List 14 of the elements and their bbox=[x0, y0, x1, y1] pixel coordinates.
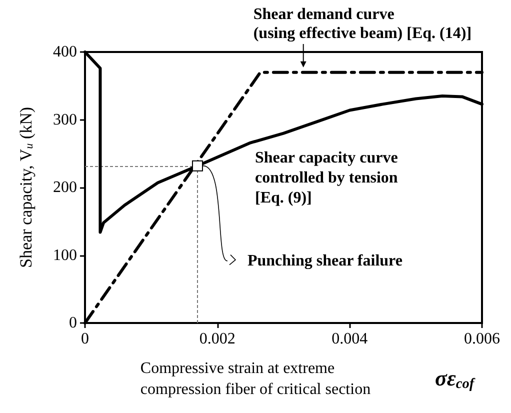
y-tick-label: 400 bbox=[53, 44, 77, 60]
y-tick-label: 100 bbox=[53, 246, 77, 264]
annotation: Shear capacity curve controlled by tension [Eq. (9)] bbox=[255, 150, 398, 206]
annotation: Shear demand curve (using effective beam) [Eq. (14)] bbox=[253, 6, 472, 42]
x-tick-label: 0 bbox=[81, 330, 89, 348]
y-tick-label: 200 bbox=[53, 179, 77, 196]
x-axis-title: Compressive strain at extreme compression fiber of critical section bbox=[140, 360, 371, 398]
x-tick-label: 0.004 bbox=[332, 330, 368, 348]
x-tick-label: 0.002 bbox=[199, 330, 236, 348]
x-tick-label: 0.006 bbox=[464, 330, 500, 348]
y-tick-label: 300 bbox=[53, 111, 77, 128]
annotation: Punching shear failure bbox=[247, 252, 402, 270]
y-axis-title: Shear capacity, Vu (kN) bbox=[16, 106, 36, 268]
y-tick-label: 0 bbox=[69, 314, 77, 332]
